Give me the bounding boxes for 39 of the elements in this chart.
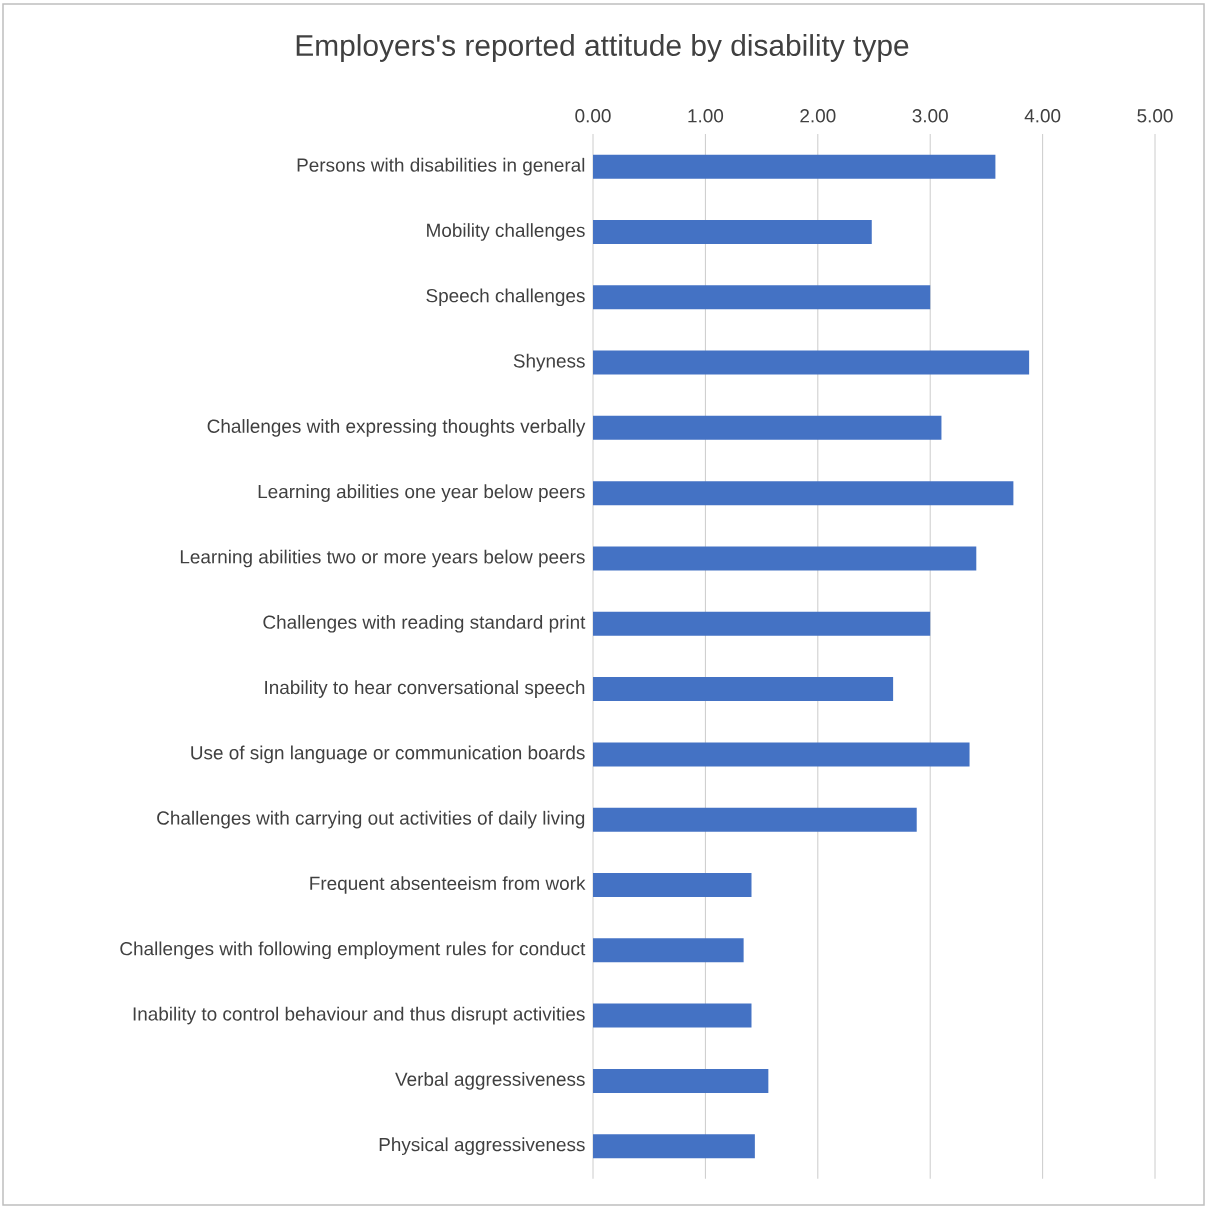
y-tick-label: Verbal aggressiveness [395, 1072, 585, 1090]
bar [593, 481, 1014, 506]
y-tick-label: Use of sign language or communication boards [191, 745, 585, 764]
chart-title: Employers's reported attitude by disability type [296, 34, 909, 62]
x-tick-label: 1.00 [688, 109, 724, 123]
bar [593, 611, 931, 636]
bar [593, 415, 942, 440]
y-tick-label: Speech challenges [426, 288, 585, 307]
y-tick-label: Challenges with reading standard print [263, 614, 586, 633]
y-tick-label: Inability to control behaviour and thus disrupt activities [133, 1006, 585, 1025]
bar [593, 1134, 755, 1159]
y-tick-label: Frequent absenteeism from work [310, 876, 586, 894]
y-tick-label: Learning abilities two or more years below peers [180, 549, 585, 568]
bar [593, 872, 752, 897]
y-tick-label: Challenges with expressing thoughts verbally [207, 419, 586, 437]
bar [593, 154, 996, 179]
y-tick-label: Learning abilities one year below peers [258, 484, 585, 502]
y-tick-label: Inability to hear conversational speech [265, 680, 585, 698]
bar [593, 807, 917, 832]
bar [593, 938, 744, 963]
bar [593, 1003, 752, 1028]
bar [593, 350, 1030, 375]
bar [593, 219, 872, 244]
bar [593, 1068, 769, 1093]
bar [593, 677, 894, 702]
x-tick-label: 2.00 [800, 109, 836, 123]
x-tick-label: 0.00 [575, 109, 611, 123]
y-tick-label: Mobility challenges [427, 223, 585, 241]
y-tick-label: Physical aggressiveness [379, 1137, 585, 1155]
y-tick-label: Challenges with carrying out activities of daily living [157, 810, 585, 829]
bar [593, 546, 977, 571]
x-tick-label: 4.00 [1024, 109, 1061, 123]
bar [593, 742, 970, 767]
x-tick-label: 5.00 [1137, 109, 1173, 123]
bar [593, 285, 931, 310]
x-tick-label: 3.00 [912, 109, 948, 123]
y-tick-label: Challenges with following employment rules for conduct [120, 941, 586, 960]
y-tick-label: Persons with disabilities in general [297, 157, 585, 176]
y-tick-label: Shyness [513, 353, 585, 372]
